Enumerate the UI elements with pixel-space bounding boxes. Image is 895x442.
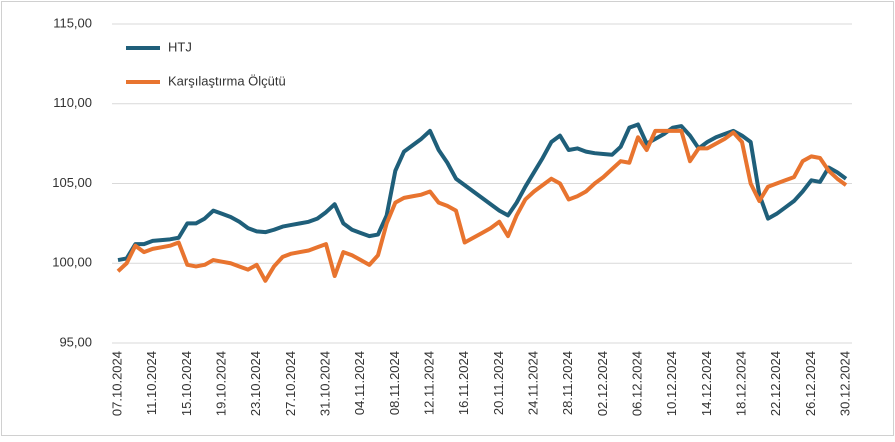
x-tick-label: 31.10.2024 [317,351,332,416]
legend-label: HTJ [168,39,192,54]
x-tick-label: 24.11.2024 [525,351,540,415]
x-tick-label: 11.10.2024 [144,351,159,415]
x-tick-label: 07.10.2024 [109,351,124,416]
y-tick-label: 105,00 [52,175,92,190]
x-tick-label: 26.12.2024 [803,351,818,416]
x-tick-label: 16.11.2024 [456,351,471,415]
x-tick-label: 22.12.2024 [768,351,783,416]
series-line [117,122,848,263]
y-tick-label: 115,00 [53,15,92,30]
x-tick-label: 06.12.2024 [629,351,644,416]
x-tick-label: 12.11.2024 [421,351,436,415]
x-tick-label: 19.10.2024 [213,351,228,416]
series-line [116,128,848,283]
x-tick-label: 20.11.2024 [491,351,506,415]
x-tick-label: 10.12.2024 [664,351,679,416]
x-tick-label: 04.11.2024 [352,351,367,415]
x-tick-label: 02.12.2024 [595,351,610,416]
y-tick-label: 110,00 [53,95,92,110]
y-tick-label: 100,00 [52,255,92,270]
x-tick-label: 08.11.2024 [387,351,402,415]
x-tick-label: 15.10.2024 [179,351,194,416]
legend-label: Karşılaştırma Ölçütü [168,73,286,88]
x-tick-label: 14.12.2024 [699,351,714,416]
x-tick-label: 28.11.2024 [560,351,575,415]
x-tick-label: 30.12.2024 [837,351,852,416]
y-tick-label: 95,00 [59,334,92,349]
x-tick-label: 27.10.2024 [283,351,298,416]
x-tick-label: 18.12.2024 [733,351,748,416]
x-tick-label: 23.10.2024 [248,351,263,416]
